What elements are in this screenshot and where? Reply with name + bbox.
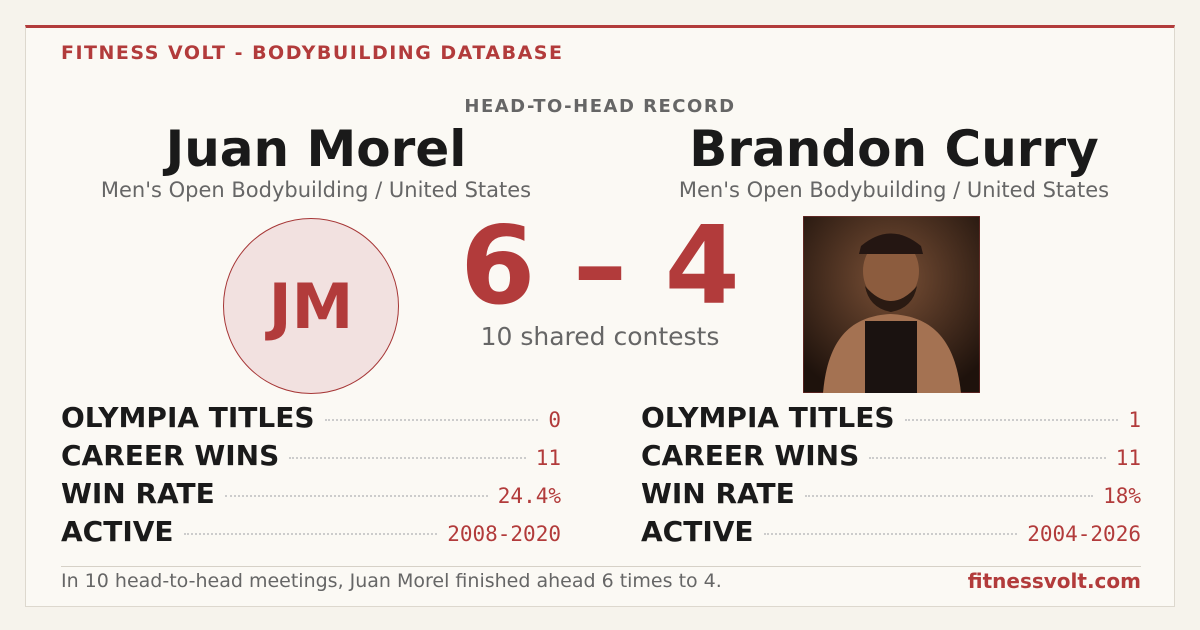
leader-dots xyxy=(289,457,526,459)
score: 6 – 4 xyxy=(460,204,740,329)
card: FITNESS VOLT - BODYBUILDING DATABASE HEA… xyxy=(25,25,1175,607)
stat-value: 24.4% xyxy=(497,484,561,508)
stat-value: 2004-2026 xyxy=(1027,522,1141,546)
record-label: HEAD-TO-HEAD RECORD xyxy=(464,96,736,117)
stat-row: WIN RATE 18% xyxy=(641,477,1141,515)
stat-value: 1 xyxy=(1128,408,1141,432)
stats-right: OLYMPIA TITLES 1 CAREER WINS 11 WIN RATE 18% A… xyxy=(641,401,1141,553)
stat-row: WIN RATE 24.4% xyxy=(61,477,561,515)
leader-dots xyxy=(869,457,1106,459)
shared-contests: 10 shared contests xyxy=(480,322,720,351)
brand: FITNESS VOLT - BODYBUILDING DATABASE xyxy=(61,42,564,64)
stat-label: ACTIVE xyxy=(641,515,754,548)
stat-label: WIN RATE xyxy=(61,477,215,510)
leader-dots xyxy=(804,495,1094,497)
stat-row: OLYMPIA TITLES 0 xyxy=(61,401,561,439)
summary: In 10 head-to-head meetings, Juan Morel … xyxy=(61,570,722,592)
stat-label: CAREER WINS xyxy=(641,439,860,472)
divider xyxy=(61,566,1141,567)
leader-dots xyxy=(183,533,438,535)
athlete-division: Men's Open Bodybuilding / United States xyxy=(100,178,532,202)
stat-row: ACTIVE 2004-2026 xyxy=(641,515,1141,553)
athlete-photo xyxy=(803,216,980,393)
stat-value: 18% xyxy=(1103,484,1141,508)
site-link[interactable]: fitnessvolt.com xyxy=(967,569,1141,593)
stat-label: ACTIVE xyxy=(61,515,174,548)
stat-row: CAREER WINS 11 xyxy=(61,439,561,477)
stat-label: OLYMPIA TITLES xyxy=(61,401,315,434)
stat-row: ACTIVE 2008-2020 xyxy=(61,515,561,553)
stat-row: OLYMPIA TITLES 1 xyxy=(641,401,1141,439)
leader-dots xyxy=(324,419,539,421)
leader-dots xyxy=(904,419,1119,421)
stat-label: OLYMPIA TITLES xyxy=(641,401,895,434)
stat-value: 11 xyxy=(1115,446,1141,470)
leader-dots xyxy=(763,533,1018,535)
stat-label: CAREER WINS xyxy=(61,439,280,472)
stats-left: OLYMPIA TITLES 0 CAREER WINS 11 WIN RATE 24.4… xyxy=(61,401,561,553)
stat-value: 11 xyxy=(535,446,561,470)
leader-dots xyxy=(224,495,488,497)
athlete-division: Men's Open Bodybuilding / United States xyxy=(678,178,1110,202)
athlete-name: Juan Morel xyxy=(165,120,467,178)
stat-value: 0 xyxy=(548,408,561,432)
stat-value: 2008-2020 xyxy=(447,522,561,546)
initials-avatar: JM xyxy=(223,218,399,394)
stat-row: CAREER WINS 11 xyxy=(641,439,1141,477)
athlete-name: Brandon Curry xyxy=(689,120,1099,178)
stat-label: WIN RATE xyxy=(641,477,795,510)
